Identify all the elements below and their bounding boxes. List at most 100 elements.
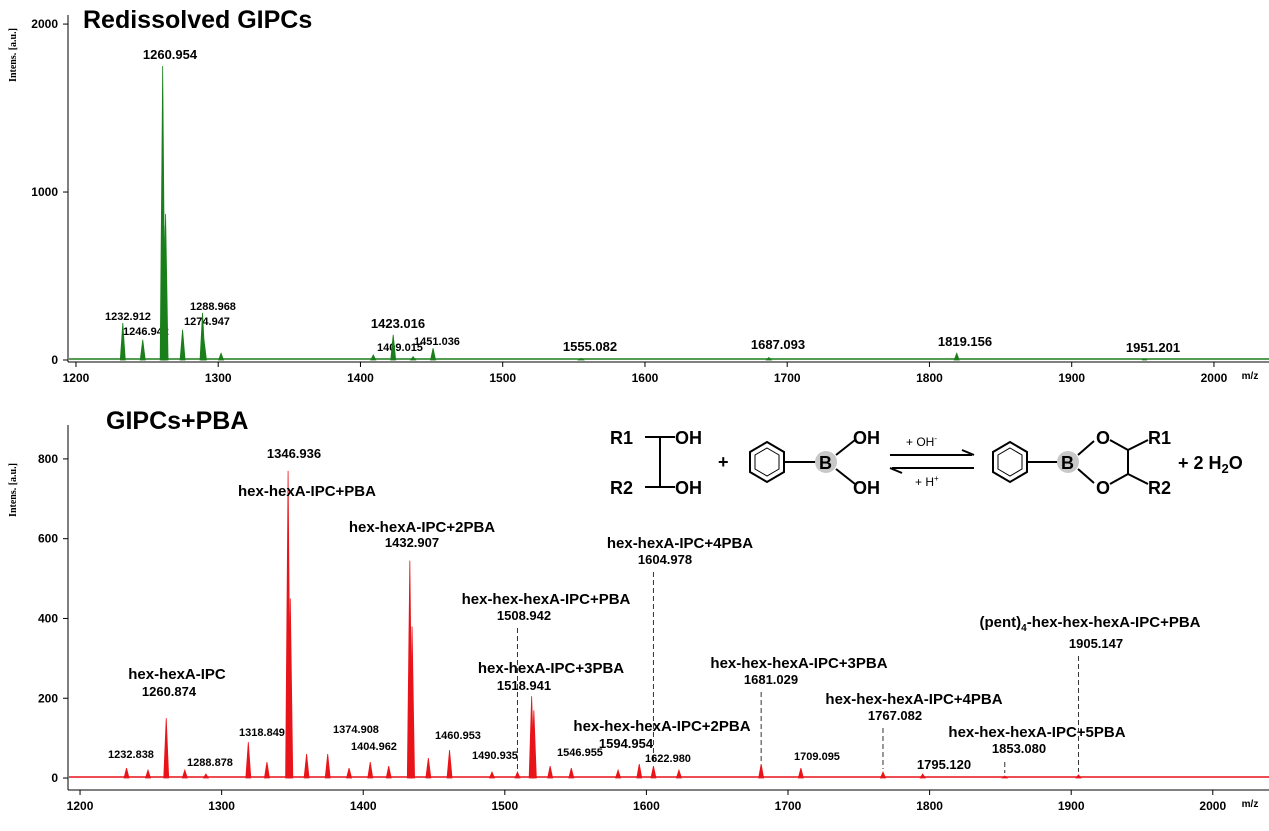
peak-name: hex-hex-hexA-IPC+5PBA [948,724,1125,741]
scheme-text: O [1229,453,1243,473]
x-tick-label: 1900 [1058,799,1085,813]
scheme-text: OH [675,428,702,448]
scheme-text: R1 [610,428,633,448]
peak [409,626,415,779]
peak [879,771,887,779]
peak [287,598,294,779]
peak [385,765,392,779]
x-tick-label: 1300 [205,371,232,385]
peak-label: 1274.947 [184,316,230,328]
y-axis-label: Intens. [a.u.] [8,28,19,82]
peak [446,750,453,779]
peak [303,754,310,779]
peak-label: 1404.962 [351,741,397,753]
peak [144,768,152,779]
peak-label: 1681.029 [744,672,798,687]
peak-label: 1604.978 [638,552,692,567]
peak [163,718,170,779]
peak-name: hex-hex-hexA-IPC+4PBA [825,691,1002,708]
peak-label: 1508.942 [497,608,551,623]
scheme-text: + [934,474,939,483]
x-tick-label: 2000 [1201,371,1228,385]
peak-label: 1451.036 [414,336,460,348]
peak-label: 1853.080 [992,741,1046,756]
peak-label: 1232.838 [108,749,154,761]
peak-name-part: -hex-hex-hexA-IPC+PBA [1027,614,1201,631]
y-tick-label: 0 [51,353,58,367]
peak [202,773,210,779]
peak [139,339,146,361]
x-tick-label: 1400 [347,371,374,385]
peak-name: hex-hex-hexA-IPC+3PBA [710,655,887,672]
peak [263,762,270,779]
x-tick-label: 1700 [774,371,801,385]
x-tick-label: 1200 [67,799,94,813]
peak-label: 1555.082 [563,339,617,354]
peak-name-part: 4 [1021,623,1027,634]
peak-label: 1594.954 [599,736,654,751]
peak [577,357,585,361]
scheme-text: + [718,452,729,472]
x-axis-label: m/z [1242,799,1259,810]
peak-label: 1346.936 [267,446,321,461]
x-axis-label: m/z [1242,371,1259,382]
peak [650,765,657,779]
bond [1127,439,1149,451]
scheme-text: + OH- [906,434,937,449]
bond [1077,440,1095,456]
benzene [749,440,785,484]
x-tick-label: 1300 [208,799,235,813]
bond [1109,473,1129,485]
peak-label: 1767.082 [868,708,922,723]
y-tick-label: 2000 [31,17,58,31]
peak [1075,774,1082,779]
y-tick-label: 400 [38,611,58,625]
scheme-text: 2 [1222,461,1229,476]
y-tick-label: 0 [51,771,58,785]
boron-circle [1057,451,1079,473]
benzene-inner [997,447,1023,477]
scheme-text: B [1061,453,1074,473]
peak-name: hex-hexA-IPC+4PBA [607,535,753,552]
peak [367,762,374,779]
peak [1001,775,1009,779]
x-tick-label: 1800 [916,799,943,813]
peak [547,765,554,779]
peak-label: 1622.980 [645,753,691,765]
bond [1109,439,1129,451]
scheme-text: R2 [1148,478,1171,498]
peak-label: 1905.147 [1069,636,1123,651]
x-tick-label: 1600 [633,799,660,813]
peak-label: 1232.912 [105,311,151,323]
peak [758,764,765,779]
peak-label: 1490.935 [472,750,518,762]
scheme-text: O [1096,428,1110,448]
scheme-text: + H+ [915,474,939,489]
peak-label: 1318.849 [239,727,285,739]
peak [217,352,225,361]
peak [430,348,437,361]
y-tick-label: 200 [38,691,58,705]
peak-label: 1709.095 [794,751,840,763]
y-tick-label: 800 [38,452,58,466]
x-tick-label: 2000 [1199,799,1226,813]
peak-name: hex-hex-hexA-IPC+2PBA [573,718,750,735]
peak [1141,358,1148,361]
peak [181,768,188,779]
scheme-text: OH [853,478,880,498]
x-tick-label: 1800 [916,371,943,385]
boron-circle [815,451,837,473]
x-tick-label: 1900 [1058,371,1085,385]
peak-label: 1518.941 [497,678,551,693]
peak [409,355,417,361]
arrow-head [961,449,975,456]
peak [162,213,169,361]
x-tick-label: 1200 [63,371,90,385]
peak [123,767,130,779]
peak [568,767,575,779]
peak [765,356,773,361]
peak-label: 1951.201 [1126,340,1180,355]
peak-label: 1687.093 [751,337,805,352]
chart-title: Redissolved GIPCs [83,6,312,34]
